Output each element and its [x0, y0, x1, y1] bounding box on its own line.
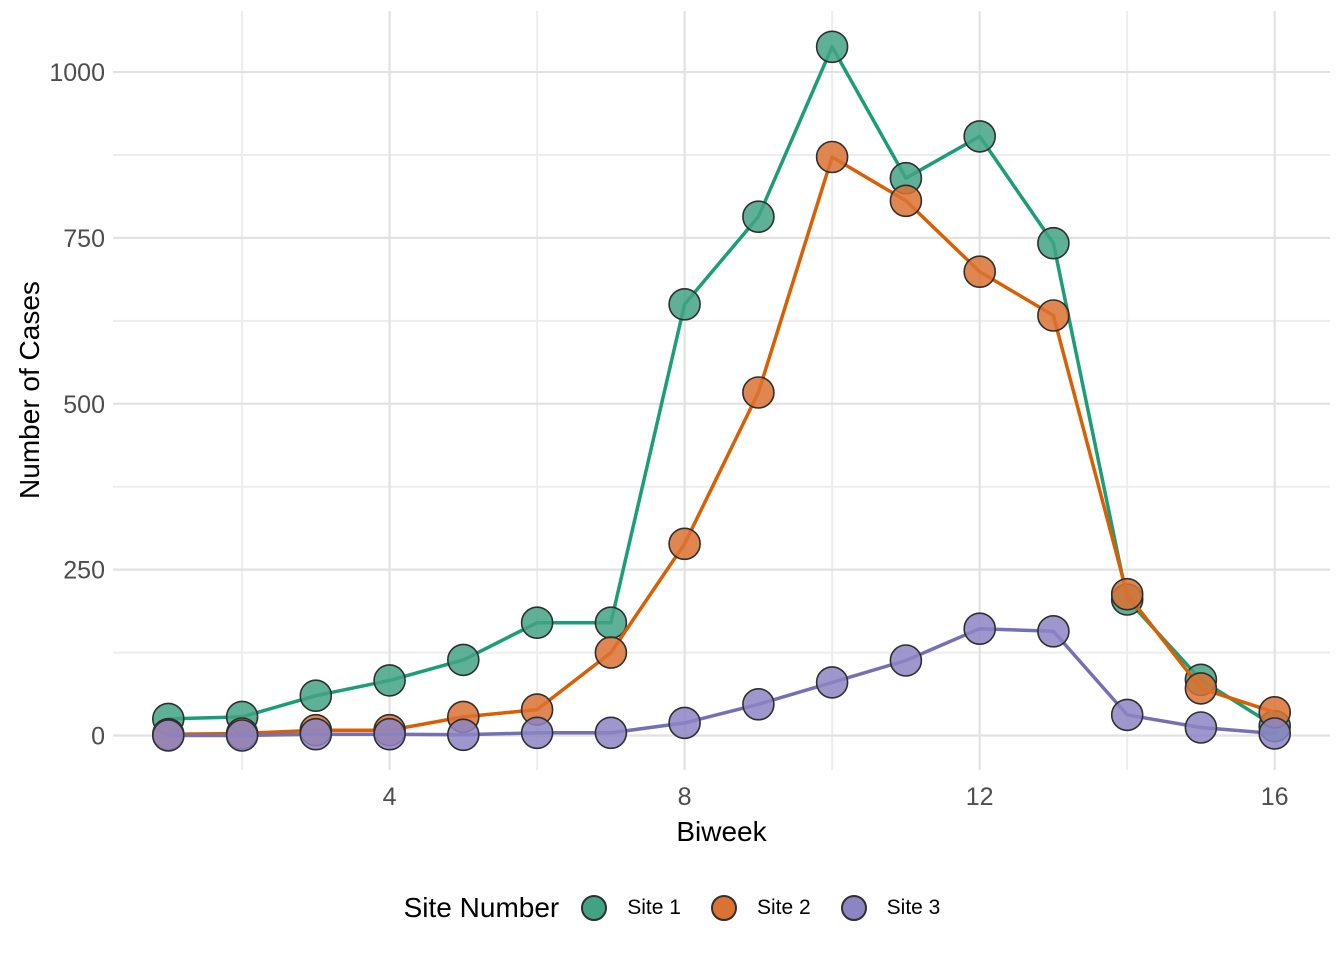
x-tick-label-12: 12 [966, 783, 994, 811]
data-point-site-1-biweek-5 [446, 643, 480, 677]
data-point-site-1-biweek-6 [520, 606, 554, 640]
data-point-site-1-biweek-13 [1037, 226, 1070, 260]
legend-item-site-3: Site 3 [840, 895, 941, 921]
data-point-site-1-biweek-12 [963, 120, 997, 153]
data-point-site-2-biweek-7 [594, 636, 628, 669]
x-tick-label-4: 4 [383, 783, 397, 811]
legend-label-site-1: Site 1 [627, 896, 681, 919]
data-point-site-3-biweek-10 [815, 666, 849, 699]
legend-item-site-2: Site 2 [710, 895, 811, 921]
minor-gridlines [113, 11, 1330, 770]
legend-swatch-site-1 [581, 895, 608, 921]
data-series-layer [152, 30, 1291, 752]
data-point-site-2-biweek-9 [742, 376, 775, 409]
data-point-site-3-biweek-6 [520, 716, 554, 750]
data-point-site-3-biweek-8 [668, 706, 701, 740]
y-axis-title: Number of Cases [14, 281, 45, 499]
data-point-site-3-biweek-16 [1258, 717, 1291, 750]
data-point-site-2-biweek-14 [1110, 577, 1144, 611]
legend-items: Site 1 Site 2 Site 3 [581, 895, 940, 921]
legend-label-site-3: Site 3 [886, 896, 941, 919]
data-point-site-3-biweek-4 [373, 717, 406, 751]
data-point-site-1-biweek-10 [815, 30, 849, 64]
data-point-site-2-biweek-10 [815, 140, 849, 174]
data-point-site-3-biweek-11 [889, 644, 923, 677]
series-line-site-3 [166, 626, 1277, 738]
legend-title: Site Number [403, 892, 560, 923]
data-point-site-3-biweek-3 [299, 717, 333, 751]
axis-tick-labels: 0 250 500 750 1000 4 8 12 16 [49, 59, 1288, 811]
data-point-site-2-biweek-8 [668, 527, 701, 561]
data-point-site-1-biweek-8 [668, 287, 701, 321]
data-point-site-3-biweek-14 [1110, 698, 1144, 732]
x-axis-title: Biweek [676, 816, 767, 847]
series-line-site-1 [166, 45, 1277, 728]
y-tick-label-750: 750 [63, 225, 105, 253]
legend-label-site-2: Site 2 [756, 896, 811, 919]
data-point-site-1-biweek-4 [373, 664, 406, 697]
x-tick-label-8: 8 [678, 783, 692, 811]
data-point-site-3-biweek-12 [963, 612, 997, 646]
legend-swatch-site-3 [840, 895, 867, 921]
legend-swatch-site-2 [710, 895, 737, 921]
data-point-site-3-biweek-2 [225, 719, 259, 752]
data-point-site-3-biweek-13 [1037, 614, 1070, 648]
y-tick-label-250: 250 [63, 557, 105, 585]
data-point-site-2-biweek-12 [963, 255, 997, 289]
data-point-site-1-biweek-3 [299, 679, 333, 713]
major-gridlines [113, 11, 1330, 770]
series-line-site-2 [166, 155, 1277, 736]
y-tick-label-1000: 1000 [49, 59, 105, 87]
legend-item-site-1: Site 1 [581, 895, 681, 921]
data-point-site-3-biweek-9 [742, 687, 775, 721]
data-point-site-3-biweek-1 [152, 719, 185, 752]
y-tick-label-0: 0 [91, 723, 105, 751]
data-point-site-3-biweek-7 [594, 716, 628, 750]
data-point-site-3-biweek-5 [446, 718, 480, 752]
legend: Site Number Site 1 Site 2 Site 3 [0, 884, 1344, 932]
data-point-site-2-biweek-15 [1184, 672, 1218, 705]
data-point-site-3-biweek-15 [1184, 711, 1218, 744]
y-tick-label-500: 500 [63, 391, 105, 419]
x-tick-label-16: 16 [1261, 783, 1289, 811]
data-point-site-1-biweek-9 [742, 200, 775, 233]
data-point-site-2-biweek-13 [1037, 299, 1070, 332]
data-point-site-2-biweek-11 [889, 184, 923, 218]
